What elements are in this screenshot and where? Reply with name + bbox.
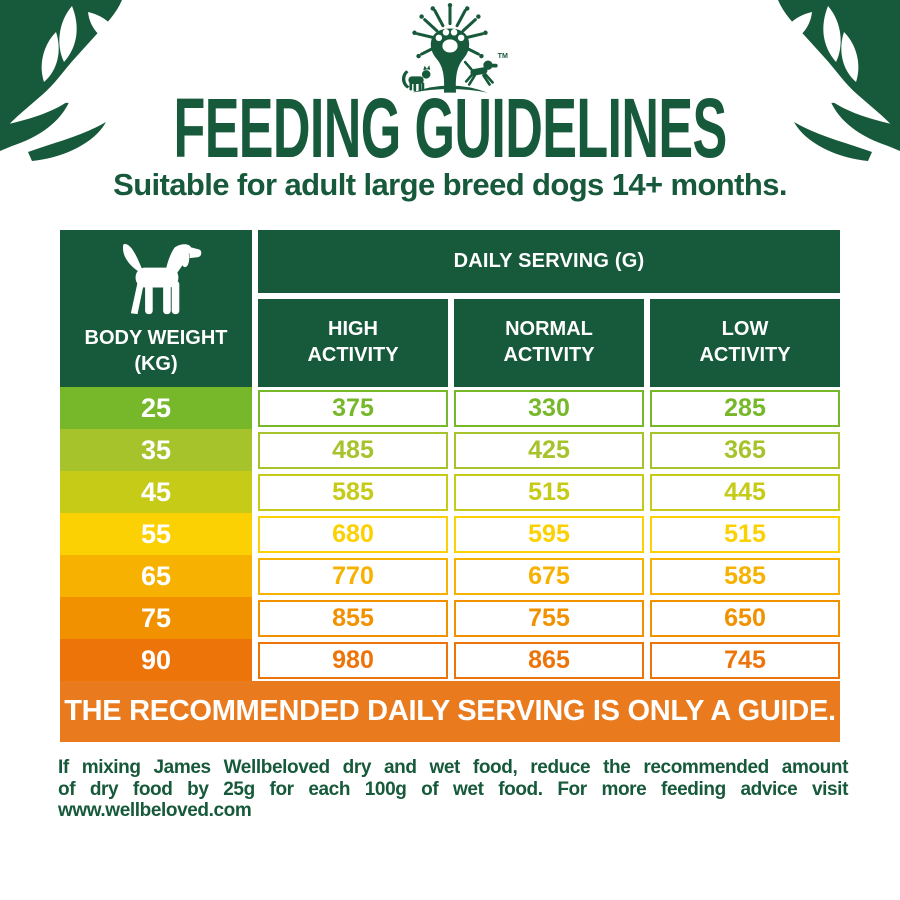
serving-cell: 515 <box>650 513 840 555</box>
table-row: 25 375 330 285 <box>60 387 840 429</box>
serving-value: 585 <box>650 557 840 595</box>
page-subtitle: Suitable for adult large breed dogs 14+ … <box>113 167 787 202</box>
serving-value: 755 <box>454 599 644 637</box>
serving-value: 365 <box>650 431 840 469</box>
page-title: FEEDING GUIDELINES <box>173 81 727 175</box>
leaf-decoration-left <box>0 0 148 161</box>
serving-cell: 330 <box>454 387 644 429</box>
body-weight-cell: 35 <box>60 429 252 471</box>
leaf-decoration-right <box>752 0 900 161</box>
body-weight-header-cell: BODY WEIGHT (KG) <box>60 230 252 387</box>
body-weight-label: BODY WEIGHT (KG) <box>84 327 228 375</box>
serving-cell: 755 <box>454 597 644 639</box>
trademark-symbol: TM <box>498 52 508 60</box>
table-row: 35 485 425 365 <box>60 429 840 471</box>
table-row: 55 680 595 515 <box>60 513 840 555</box>
serving-cell: 485 <box>258 429 448 471</box>
cat-icon <box>401 65 431 92</box>
feeding-table: BODY WEIGHT (KG) DAILY SERVING (G) HIGH … <box>60 230 840 681</box>
serving-cell: 770 <box>258 555 448 597</box>
serving-value: 445 <box>650 473 840 511</box>
serving-value: 585 <box>258 473 448 511</box>
serving-value: 745 <box>650 641 840 679</box>
serving-cell: 680 <box>258 513 448 555</box>
serving-cell: 515 <box>454 471 644 513</box>
table-row: 90 980 865 745 <box>60 639 840 681</box>
serving-value: 285 <box>650 389 840 427</box>
serving-value: 680 <box>258 515 448 553</box>
serving-cell: 365 <box>650 429 840 471</box>
serving-value: 770 <box>258 557 448 595</box>
body-weight-cell: 90 <box>60 639 252 681</box>
column-header-normal-activity: NORMAL ACTIVITY <box>454 299 644 387</box>
serving-cell: 445 <box>650 471 840 513</box>
serving-value: 675 <box>454 557 644 595</box>
brand-logo: TM <box>401 3 508 93</box>
serving-cell: 855 <box>258 597 448 639</box>
serving-cell: 595 <box>454 513 644 555</box>
footer-note: If mixing James Wellbeloved dry and wet … <box>58 757 848 822</box>
table-body: 25 375 330 285 35 485 425 365 45 585 515 445 55 680 59… <box>60 387 840 681</box>
serving-cell: 980 <box>258 639 448 681</box>
table-row: 65 770 675 585 <box>60 555 840 597</box>
column-header-low-activity: LOW ACTIVITY <box>650 299 840 387</box>
body-weight-cell: 25 <box>60 387 252 429</box>
serving-cell: 650 <box>650 597 840 639</box>
serving-value: 515 <box>650 515 840 553</box>
column-header-high-activity: HIGH ACTIVITY <box>258 299 448 387</box>
dog-icon <box>122 244 201 315</box>
serving-value: 515 <box>454 473 644 511</box>
serving-value: 595 <box>454 515 644 553</box>
body-weight-cell: 55 <box>60 513 252 555</box>
serving-cell: 585 <box>650 555 840 597</box>
serving-value: 980 <box>258 641 448 679</box>
serving-cell: 585 <box>258 471 448 513</box>
footer-line: If mixing James Wellbeloved dry and wet … <box>58 757 848 778</box>
serving-value: 865 <box>454 641 644 679</box>
serving-value: 375 <box>258 389 448 427</box>
serving-value: 425 <box>454 431 644 469</box>
paw-icon <box>435 29 465 53</box>
footer-line-url: www.wellbeloved.com <box>58 800 252 821</box>
serving-value: 650 <box>650 599 840 637</box>
body-weight-cell: 65 <box>60 555 252 597</box>
table-row: 45 585 515 445 <box>60 471 840 513</box>
serving-cell: 745 <box>650 639 840 681</box>
daily-serving-header: DAILY SERVING (G) <box>258 230 840 293</box>
serving-cell: 865 <box>454 639 644 681</box>
serving-value: 330 <box>454 389 644 427</box>
body-weight-cell: 75 <box>60 597 252 639</box>
serving-cell: 425 <box>454 429 644 471</box>
table-header: BODY WEIGHT (KG) DAILY SERVING (G) HIGH … <box>60 230 840 387</box>
serving-value: 855 <box>258 599 448 637</box>
serving-cell: 675 <box>454 555 644 597</box>
serving-cell: 375 <box>258 387 448 429</box>
footer-line: of dry food by 25g for each 100g of wet … <box>58 778 848 800</box>
serving-cell: 285 <box>650 387 840 429</box>
table-row: 75 855 755 650 <box>60 597 840 639</box>
disclaimer-banner: THE RECOMMENDED DAILY SERVING IS ONLY A … <box>60 681 840 742</box>
serving-value: 485 <box>258 431 448 469</box>
body-weight-cell: 45 <box>60 471 252 513</box>
dog-leaping-icon <box>463 60 498 86</box>
